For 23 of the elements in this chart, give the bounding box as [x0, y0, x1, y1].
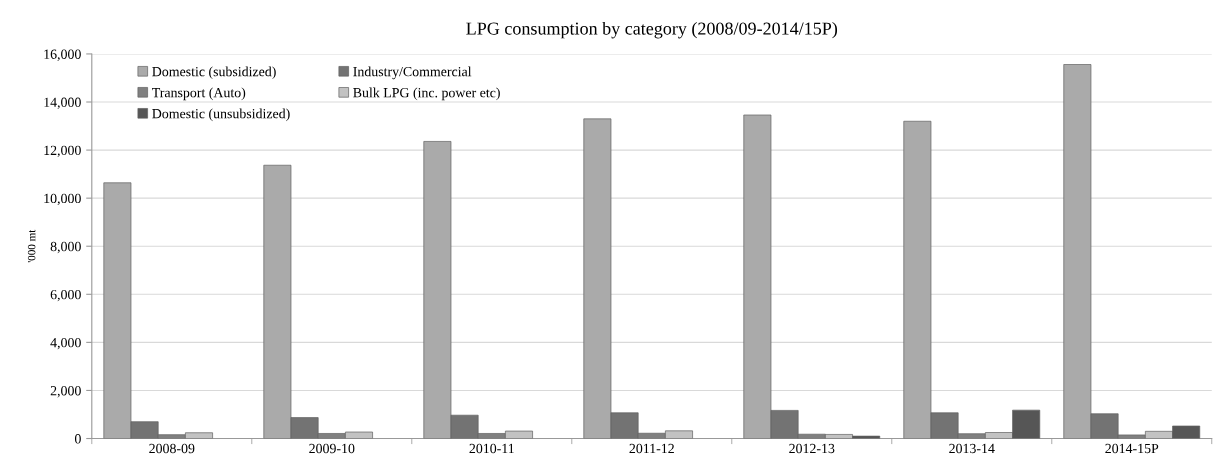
legend-label: Bulk LPG (inc. power etc) [353, 87, 500, 101]
y-tick-label: 10,000 [44, 193, 81, 206]
y-axis-title: '000 mt [27, 229, 36, 263]
y-tick-label: 2,000 [50, 386, 81, 398]
x-tick-label: 2013-14 [949, 443, 995, 454]
x-tick-label: 2011-12 [629, 443, 674, 454]
x-tick-label: 2009-10 [309, 443, 355, 454]
y-tick-label: 16,000 [44, 49, 81, 61]
y-tick-label: 6,000 [50, 289, 81, 302]
y-tick-label: 4,000 [50, 337, 81, 350]
y-tick-label: 14,000 [44, 97, 81, 109]
legend-label: Domestic (unsubsidized) [152, 108, 290, 122]
y-tick-label: 12,000 [44, 145, 81, 158]
legend-label: Industry/Commercial [353, 66, 472, 80]
legend-label: Domestic (subsidized) [152, 66, 276, 80]
x-tick-label: 2008-09 [149, 443, 195, 454]
legend-label: Transport (Auto) [152, 87, 246, 101]
x-tick-label: 2014-15P [1105, 443, 1159, 454]
y-tick-label: 0 [74, 434, 81, 444]
x-tick-label: 2010-11 [469, 443, 514, 454]
chart-title: LPG consumption by category (2008/09-2014/15P) [466, 21, 838, 39]
x-tick-label: 2012-13 [789, 443, 835, 454]
y-tick-label: 8,000 [50, 241, 81, 254]
